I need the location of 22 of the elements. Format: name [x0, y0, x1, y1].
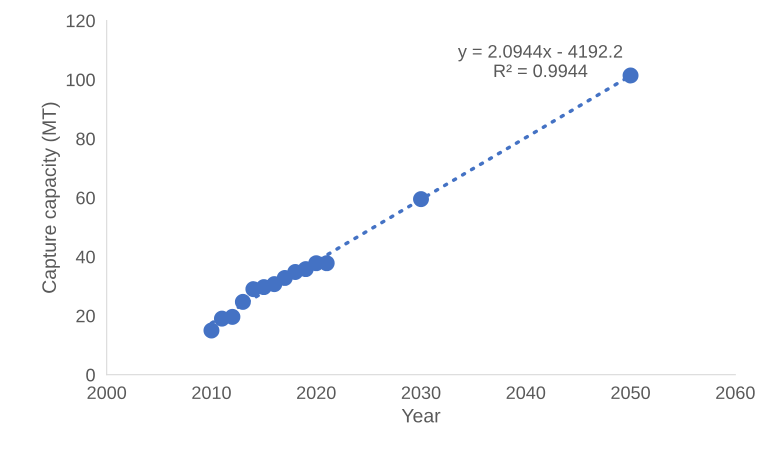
x-axis-title: Year: [402, 408, 440, 423]
y-tick-label: 40: [76, 250, 95, 264]
y-tick-label: 80: [76, 132, 95, 146]
point: [224, 308, 240, 325]
y-tick-label: 20: [76, 310, 95, 322]
x-tick-label: 2060: [716, 386, 755, 400]
y-tick-label: 100: [66, 74, 95, 86]
point: [622, 67, 639, 84]
x-tick-label: 2020: [297, 386, 336, 400]
point: [234, 294, 251, 310]
point: [203, 322, 220, 338]
y-tick-label: 60: [76, 192, 95, 204]
x-tick-label: 2000: [88, 386, 126, 400]
point: [413, 191, 429, 208]
y-tick-label: 120: [66, 14, 95, 28]
y-axis-title: Capture capacity (MT): [42, 102, 60, 293]
y-tick-label: 0: [86, 368, 95, 382]
annotation: y = 2.0944x - 4192.2 R² = 0.9944: [458, 44, 622, 78]
x-tick-label: 2040: [506, 386, 546, 400]
x-tick-label: 2010: [192, 386, 231, 400]
x-tick-label: 2050: [611, 386, 650, 400]
x-tick-label: 2030: [402, 386, 440, 400]
